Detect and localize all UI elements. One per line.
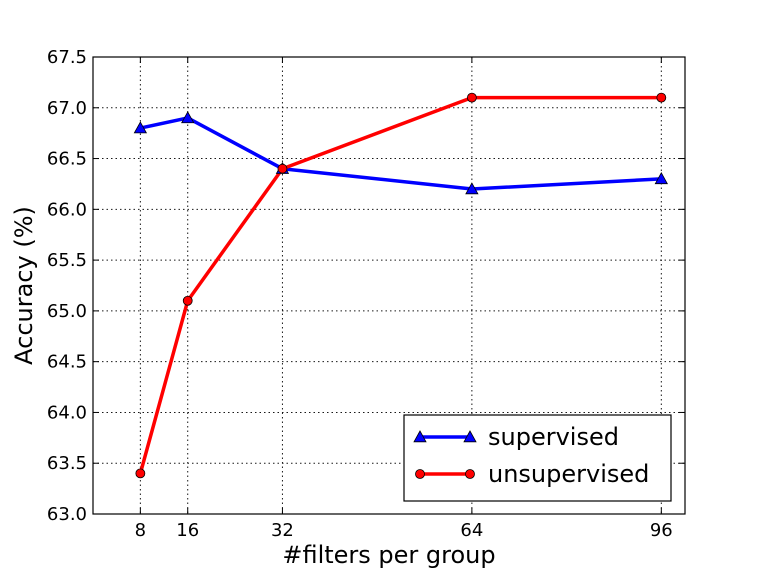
supervised-point xyxy=(654,172,668,185)
unsupervised-point xyxy=(656,92,667,103)
plot-frame xyxy=(92,56,686,515)
series-group xyxy=(133,92,668,479)
y-tick-label: 63.0 xyxy=(47,504,87,525)
unsupervised-point xyxy=(182,295,193,306)
y-tick-label: 65.5 xyxy=(47,250,87,271)
unsupervised-point xyxy=(277,163,288,174)
legend-label-supervised: supervised xyxy=(488,423,619,451)
unsupervised-point xyxy=(135,468,146,479)
legend-box xyxy=(403,414,672,502)
legend-marker-supervised xyxy=(413,430,427,443)
legend-label-unsupervised: unsupervised xyxy=(488,460,649,488)
supervised-point xyxy=(181,111,195,124)
y-axis-label: Accuracy (%) xyxy=(10,206,38,365)
y-tick-label: 64.0 xyxy=(47,402,87,423)
legend-marker-supervised xyxy=(463,430,477,443)
legend-marker-unsupervised xyxy=(415,469,425,479)
x-tick-label: 8 xyxy=(135,520,146,541)
y-tick-label: 67.5 xyxy=(47,47,87,68)
y-tick-label: 65.0 xyxy=(47,301,87,322)
x-tick-label: 16 xyxy=(176,520,199,541)
y-tick-label: 66.5 xyxy=(47,149,87,170)
x-tick-label: 32 xyxy=(271,520,294,541)
y-tick-label: 63.5 xyxy=(47,453,87,474)
supervised-line xyxy=(139,116,662,191)
y-axis-ticks: 63.0 63.5 64.0 64.5 65.0 65.5 66.0 66.5 67.0 67.5 xyxy=(47,47,685,525)
supervised-point xyxy=(465,182,479,195)
y-tick-label: 66.0 xyxy=(47,199,87,220)
y-tick-label: 67.0 xyxy=(47,98,87,119)
x-axis-ticks: 8 16 32 64 96 xyxy=(135,57,673,541)
y-tick-label: 64.5 xyxy=(47,352,87,373)
supervised-point xyxy=(133,121,148,134)
x-tick-label: 96 xyxy=(650,520,673,541)
x-axis-label: #filters per group xyxy=(282,541,495,569)
legend: supervised unsupervised xyxy=(403,414,672,502)
unsupervised-point xyxy=(466,92,477,103)
x-tick-label: 64 xyxy=(460,520,483,541)
legend-marker-unsupervised xyxy=(465,469,475,479)
